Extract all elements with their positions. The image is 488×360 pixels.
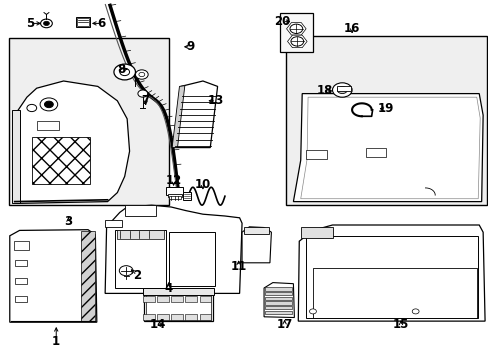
Bar (365, 148, 386, 157)
Bar (124, 205, 156, 216)
Text: 19: 19 (377, 102, 394, 115)
Bar (81, 231, 95, 321)
Polygon shape (286, 23, 305, 35)
Bar (264, 287, 292, 291)
Text: 5: 5 (26, 17, 34, 30)
Circle shape (411, 309, 418, 314)
Circle shape (27, 104, 37, 112)
Bar (264, 292, 292, 295)
Bar (76, 17, 90, 27)
Polygon shape (17, 81, 129, 203)
Bar (168, 232, 215, 286)
Bar (144, 293, 212, 321)
Bar (264, 311, 292, 314)
Bar (199, 314, 211, 320)
Text: 7: 7 (142, 94, 149, 107)
Bar (143, 288, 214, 295)
Text: 15: 15 (392, 318, 408, 331)
Circle shape (135, 70, 148, 79)
Polygon shape (10, 230, 97, 322)
Circle shape (290, 37, 303, 46)
Bar (264, 301, 292, 305)
Circle shape (40, 98, 58, 111)
Circle shape (337, 86, 346, 94)
Bar (185, 314, 197, 320)
Bar (305, 150, 326, 159)
Bar (14, 241, 29, 250)
Text: 3: 3 (64, 215, 72, 228)
Bar (105, 220, 122, 227)
Text: 2: 2 (133, 269, 141, 282)
Bar (37, 121, 59, 130)
Bar (199, 296, 211, 302)
Circle shape (309, 309, 316, 314)
Bar (157, 296, 169, 302)
Bar (166, 187, 183, 195)
Circle shape (120, 68, 129, 76)
Circle shape (44, 101, 53, 108)
Bar (145, 294, 211, 320)
Polygon shape (293, 94, 482, 202)
Circle shape (114, 64, 135, 80)
Text: 1: 1 (52, 335, 60, 348)
Polygon shape (287, 35, 306, 48)
Polygon shape (300, 97, 479, 199)
Text: 10: 10 (194, 178, 211, 191)
Polygon shape (298, 225, 484, 321)
Text: 18: 18 (316, 84, 333, 97)
Circle shape (41, 19, 52, 28)
Bar (143, 314, 155, 320)
Text: 9: 9 (186, 40, 194, 53)
Bar (12, 110, 20, 203)
Text: 20: 20 (274, 15, 290, 28)
Circle shape (139, 72, 144, 77)
Bar (264, 306, 292, 309)
Bar (183, 192, 190, 200)
Text: 17: 17 (276, 318, 292, 331)
Bar (185, 296, 197, 302)
Bar (15, 296, 27, 302)
Text: 13: 13 (207, 94, 224, 107)
Text: 8: 8 (117, 63, 125, 76)
Bar (300, 227, 332, 238)
Circle shape (138, 90, 147, 97)
Circle shape (332, 83, 351, 97)
Bar (32, 137, 90, 184)
Bar (157, 314, 169, 320)
Bar (337, 86, 350, 91)
Bar (243, 227, 268, 234)
Bar (264, 297, 292, 300)
Polygon shape (264, 283, 294, 318)
Text: 14: 14 (149, 318, 165, 331)
Text: 11: 11 (230, 260, 246, 273)
Bar (9, 38, 168, 205)
Bar (77, 18, 89, 26)
Bar (115, 230, 166, 288)
Circle shape (43, 21, 49, 26)
Bar (117, 230, 163, 239)
Circle shape (289, 24, 302, 33)
Bar (168, 196, 181, 199)
Bar (171, 314, 183, 320)
Text: 12: 12 (165, 174, 182, 187)
Bar (143, 296, 155, 302)
Polygon shape (173, 81, 217, 148)
Text: 16: 16 (343, 22, 360, 35)
Text: 6: 6 (98, 17, 105, 30)
Bar (15, 278, 27, 284)
Bar (305, 236, 477, 318)
Bar (167, 194, 182, 197)
Circle shape (119, 266, 133, 276)
Bar (171, 296, 183, 302)
Polygon shape (105, 205, 242, 293)
Bar (285, 36, 486, 205)
Polygon shape (172, 86, 184, 148)
Bar (15, 260, 27, 266)
Bar (280, 13, 312, 52)
Polygon shape (242, 227, 271, 263)
Text: 4: 4 (164, 282, 172, 294)
